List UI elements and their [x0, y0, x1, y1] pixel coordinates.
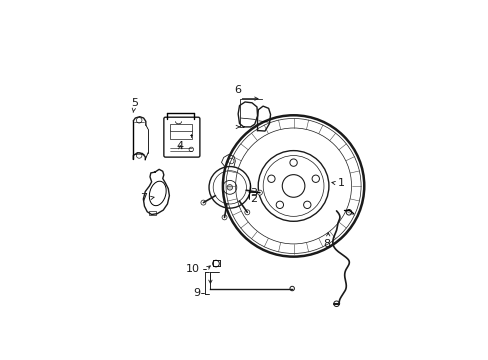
Bar: [149, 211, 155, 215]
Bar: [169, 123, 192, 131]
Circle shape: [244, 210, 249, 215]
FancyBboxPatch shape: [163, 117, 200, 157]
Text: 8: 8: [323, 239, 330, 249]
Text: 7: 7: [140, 193, 147, 203]
Bar: [169, 130, 192, 139]
Text: 3: 3: [249, 188, 256, 198]
Circle shape: [226, 185, 232, 190]
Circle shape: [222, 215, 226, 220]
Text: 9: 9: [193, 288, 200, 298]
Circle shape: [201, 200, 205, 205]
Text: 6: 6: [234, 85, 241, 95]
Text: 4: 4: [176, 141, 183, 151]
Text: 1: 1: [337, 179, 344, 189]
Text: 10: 10: [186, 264, 200, 274]
Text: 5: 5: [130, 98, 138, 108]
Text: 2: 2: [249, 194, 256, 204]
Circle shape: [257, 190, 262, 195]
